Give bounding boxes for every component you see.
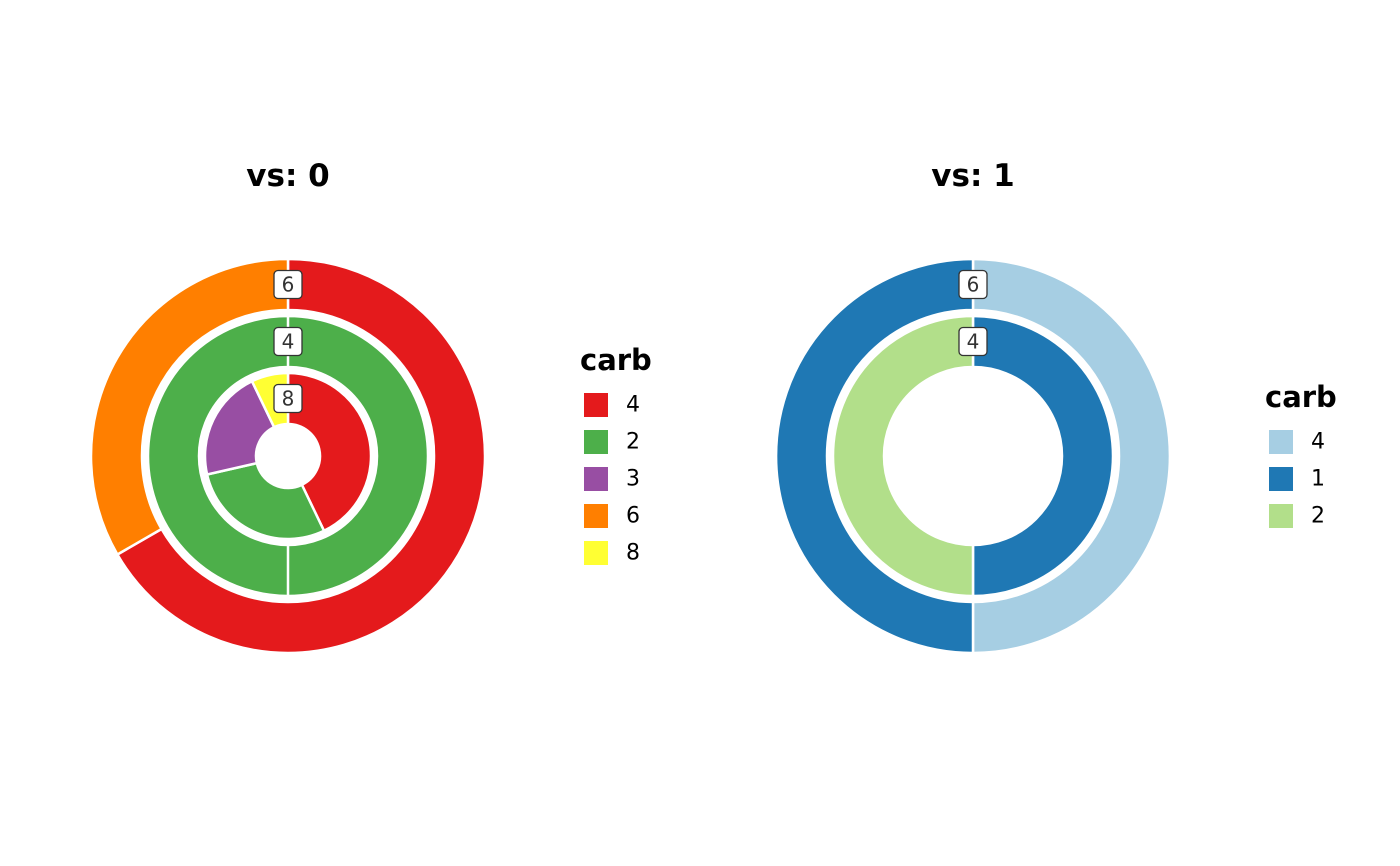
legend-key — [584, 467, 608, 491]
legend-key — [1269, 467, 1293, 491]
legend-key — [1269, 430, 1293, 454]
legend-label: 4 — [626, 393, 640, 418]
legend-label: 2 — [626, 430, 640, 455]
pie-slice — [146, 314, 430, 598]
legend-key — [584, 430, 608, 454]
chart-title: vs: 1 — [931, 158, 1014, 194]
ring-label: 4 — [282, 330, 295, 354]
legend-key — [584, 393, 608, 417]
pie-slice — [115, 257, 487, 655]
pie-slice — [203, 379, 276, 476]
legend-key — [584, 504, 608, 528]
ring-label-box — [958, 326, 988, 357]
ring-label-box — [958, 269, 988, 300]
pie-slice — [831, 314, 975, 598]
legend-label: 3 — [626, 467, 640, 492]
legend-label: 2 — [1311, 504, 1325, 529]
ring-label: 6 — [967, 273, 980, 297]
ring-label-box — [273, 326, 303, 357]
pie-slice — [971, 314, 1115, 598]
legend-key — [1269, 504, 1293, 528]
legend-key — [584, 541, 608, 565]
legend-label: 1 — [1311, 467, 1325, 492]
pie-slice — [205, 461, 326, 541]
legend-title: carb — [580, 343, 652, 377]
pie-slice — [286, 371, 373, 533]
ring-label-box — [273, 383, 303, 414]
legend-label: 8 — [626, 541, 640, 566]
legend-title: carb — [1265, 380, 1337, 414]
legend-label: 6 — [626, 504, 640, 529]
pie-slice — [774, 257, 975, 655]
ring-label: 4 — [967, 330, 980, 354]
pie-slice — [89, 257, 290, 557]
ring-label: 6 — [282, 273, 295, 297]
chart-title: vs: 0 — [246, 158, 329, 194]
legend-label: 4 — [1311, 430, 1325, 455]
ring-label-box — [273, 269, 303, 300]
pie-slice — [971, 257, 1172, 655]
ring-label: 8 — [282, 387, 295, 411]
